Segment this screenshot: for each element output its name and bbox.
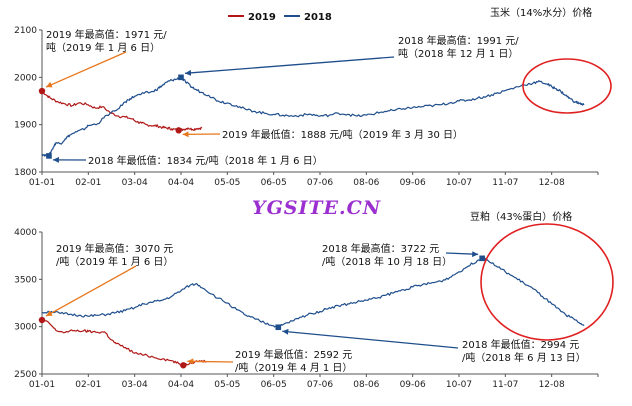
y-tick-label: 1800 [14, 168, 37, 178]
x-tick-label: 02-01 [75, 380, 101, 390]
x-tick-label: 09-06 [400, 178, 426, 188]
annotation-label: /吨（2018 年 6 月 13 日） [462, 351, 586, 364]
highlight-circle [480, 223, 614, 341]
annotation-label: 2018 年最低值：2994 元 [462, 338, 579, 351]
x-tick-label: 11-07 [492, 178, 518, 188]
annotation-arrow [187, 358, 234, 365]
x-tick-label: 05-05 [214, 380, 240, 390]
corn-chart-title: 玉米（14%水分）价格 [490, 6, 592, 19]
annotation-label: 2018 年最高值：3722 元 [322, 242, 439, 255]
x-tick-label: 12-08 [539, 178, 565, 188]
extreme-point-marker [175, 127, 182, 134]
y-tick-label: 3000 [14, 323, 37, 333]
x-tick-label: 03-04 [122, 380, 148, 390]
watermark-text: YGSITE.CN [252, 197, 381, 219]
annotation-arrow [445, 251, 479, 258]
x-tick-label: 01-01 [29, 380, 55, 390]
legend-2019-label: 2019 [248, 12, 276, 23]
annotation-label: 吨（2019 年 1 月 6 日） [46, 41, 160, 54]
annotation-label: 2019 年最高值：1971 元/ [46, 28, 167, 41]
annotation-label: /吨（2018 年 10 月 18 日） [322, 255, 452, 268]
x-tick-label: 03-04 [122, 178, 148, 188]
soymeal-price-chart: 2500 3000 3500 4000 01-01 02-01 03-04 04-04 05-0… [14, 223, 614, 390]
x-tick-label: 06-05 [261, 178, 287, 188]
series-line-2019 [41, 319, 207, 367]
extreme-point-marker [275, 324, 282, 331]
x-tick-label: 07-06 [307, 178, 333, 188]
extreme-point-marker [38, 87, 46, 95]
y-tick-label: 2000 [14, 73, 37, 83]
x-tick-label: 11-07 [492, 380, 518, 390]
annotation-arrow [45, 51, 127, 88]
y-tick-label: 4000 [14, 228, 37, 238]
annotation-arrow [282, 328, 459, 349]
annotation-arrow [184, 56, 395, 76]
annotation-arrow [45, 265, 137, 317]
x-tick-label: 05-05 [214, 178, 240, 188]
extreme-point-marker [180, 362, 187, 369]
x-tick-label: 12-08 [539, 380, 565, 390]
x-tick-label: 04-04 [168, 178, 194, 188]
extreme-point-marker [479, 255, 485, 262]
annotation-label: /吨（2019 年 4 月 1 日） [235, 361, 352, 374]
x-tick-label: 01-01 [29, 178, 55, 188]
series-line-2018 [41, 257, 585, 329]
annotation-label: 吨（2018 年 12 月 1 日） [398, 47, 518, 60]
annotation-label: 2018 年最高值：1991 元/ [398, 34, 519, 47]
legend: 2019 2018 [228, 12, 332, 23]
x-tick-label: 04-04 [168, 380, 194, 390]
y-tick-label: 2500 [14, 370, 37, 380]
annotation-label: 2018 年最低值：1834 元/吨（2018 年 1 月 6 日） [88, 154, 323, 167]
x-tick-label: 02-01 [75, 178, 101, 188]
legend-2018-label: 2018 [304, 12, 332, 23]
y-tick-label: 1900 [14, 121, 37, 131]
series-line-2018 [41, 76, 585, 158]
extreme-point-marker [38, 316, 46, 324]
annotation-label: 2019 年最高值：3070 元 [56, 242, 173, 255]
extreme-point-marker [178, 74, 184, 81]
annotation-label: 2019 年最低值：2592 元 [235, 348, 352, 361]
x-tick-label: 09-06 [400, 380, 426, 390]
y-tick-label: 2100 [14, 26, 37, 36]
soymeal-chart-title: 豆粕（43%蛋白）价格 [470, 210, 572, 223]
extreme-point-marker [46, 153, 52, 159]
corn-price-chart: 1800 1900 2000 2100 01-01 02-01 03-04 04-04 05-0… [14, 26, 612, 188]
x-tick-label: 10-07 [446, 178, 472, 188]
x-tick-label: 08-06 [353, 380, 379, 390]
annotation-label: 2019 年最低值：1888 元/吨（2019 年 3 月 30 日） [222, 128, 463, 141]
x-tick-label: 10-07 [446, 380, 472, 390]
y-tick-label: 3500 [14, 275, 37, 285]
x-tick-label: 08-06 [353, 178, 379, 188]
x-tick-label: 06-05 [261, 380, 287, 390]
series-line-2019 [41, 90, 203, 132]
x-tick-label: 07-06 [307, 380, 333, 390]
highlight-circle [522, 58, 612, 114]
annotation-label: /吨（2019 年 1 月 6 日） [56, 255, 173, 268]
